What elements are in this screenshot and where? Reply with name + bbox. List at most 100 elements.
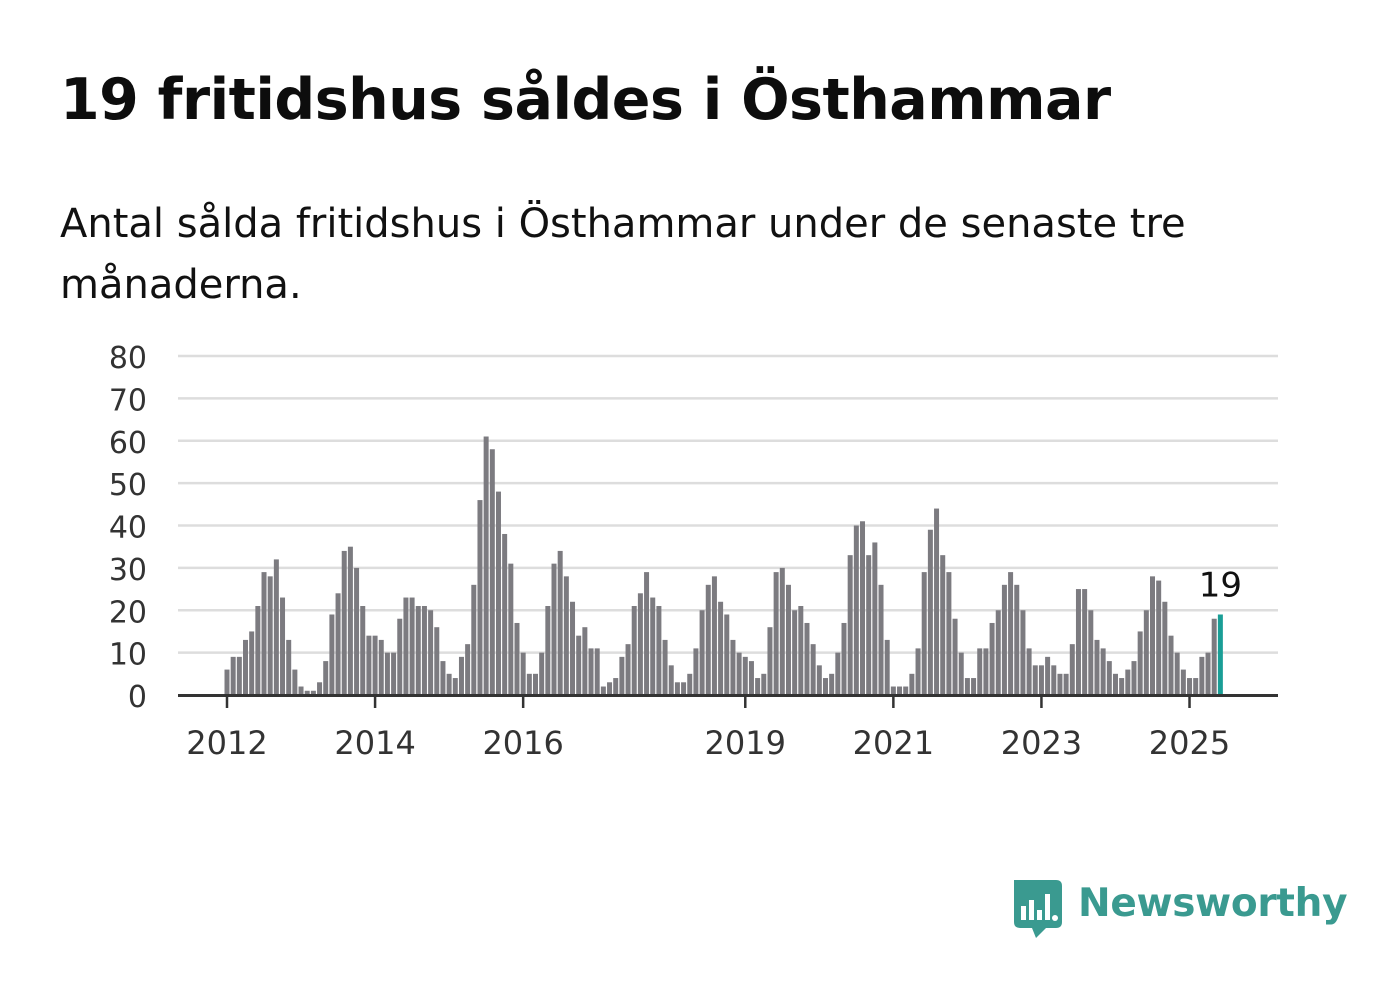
bar	[909, 673, 915, 695]
bar	[718, 601, 724, 695]
y-tick-label: 50	[109, 468, 147, 503]
bar	[958, 652, 964, 696]
bar	[415, 606, 421, 695]
bar	[446, 673, 452, 695]
chart-title: 19 fritidshus såldes i Östhammar	[60, 67, 1111, 133]
bar	[662, 639, 668, 695]
bar	[835, 652, 841, 696]
bar	[514, 622, 520, 695]
bar	[946, 572, 952, 695]
bar	[631, 606, 637, 695]
bar	[243, 639, 249, 695]
bar	[520, 652, 526, 696]
bar	[755, 678, 761, 695]
bar	[317, 682, 323, 695]
bar	[1193, 678, 1199, 695]
bar	[761, 673, 767, 695]
bar	[298, 686, 304, 695]
bar	[847, 555, 853, 695]
bar	[428, 610, 434, 695]
bar	[452, 678, 458, 695]
bar	[539, 652, 545, 696]
bar	[637, 593, 643, 695]
bar	[866, 555, 872, 695]
bars	[224, 436, 1223, 696]
bar	[1119, 678, 1125, 695]
bar	[897, 686, 903, 695]
bar	[1082, 589, 1088, 695]
bar	[989, 622, 995, 695]
bar	[391, 652, 397, 696]
bar	[656, 606, 662, 695]
bar	[1168, 635, 1174, 695]
bar	[995, 610, 1001, 695]
bar	[1069, 644, 1075, 695]
bar	[594, 648, 600, 695]
x-tick-label: 2021	[853, 724, 934, 762]
bar	[1106, 661, 1112, 695]
bar	[1014, 584, 1020, 695]
bar	[964, 678, 970, 695]
bar	[570, 601, 576, 695]
bar	[557, 550, 563, 695]
bar	[748, 661, 754, 695]
bar	[687, 673, 693, 695]
bar	[878, 584, 884, 695]
bar	[224, 669, 230, 695]
bar	[495, 491, 501, 695]
bar	[853, 525, 859, 695]
bar	[915, 648, 921, 695]
chart-subtitle: Antal sålda fritidshus i Östhammar under…	[60, 201, 1186, 308]
bar	[785, 584, 791, 695]
bar	[872, 542, 878, 695]
bar	[267, 576, 273, 695]
bar	[804, 622, 810, 695]
bar	[292, 669, 298, 695]
y-tick-label: 30	[109, 553, 147, 588]
bar	[810, 644, 816, 695]
bar	[860, 521, 866, 695]
bar	[1125, 669, 1131, 695]
bar	[1008, 572, 1014, 695]
bar	[1020, 610, 1026, 695]
y-tick-label: 10	[109, 638, 147, 673]
bar	[582, 627, 588, 695]
bar	[471, 584, 477, 695]
bar	[1075, 589, 1081, 695]
y-tick-label: 60	[109, 426, 147, 461]
bar	[693, 648, 699, 695]
bar	[619, 656, 625, 695]
bar	[1150, 576, 1155, 695]
bar	[323, 661, 329, 695]
bar	[545, 606, 551, 695]
bar	[1045, 656, 1051, 695]
last-value-label: 19	[1199, 565, 1242, 605]
bar	[822, 678, 828, 695]
bar	[403, 597, 409, 695]
bar	[613, 678, 619, 695]
x-tick-label: 2025	[1149, 724, 1230, 762]
bar	[724, 614, 730, 695]
bar	[742, 656, 748, 695]
bar	[767, 627, 773, 695]
bar	[971, 678, 977, 695]
bar	[1143, 610, 1149, 695]
x-tick-label: 2012	[186, 724, 267, 762]
bar	[397, 618, 403, 695]
y-tick-label: 80	[109, 341, 147, 376]
bar	[736, 652, 742, 696]
bar	[1094, 639, 1100, 695]
bar	[1131, 661, 1137, 695]
bar	[477, 500, 483, 695]
bar	[644, 572, 650, 695]
bar	[1088, 610, 1094, 695]
bar	[1162, 601, 1168, 695]
bar	[286, 639, 292, 695]
bar	[502, 533, 508, 695]
bar	[1156, 580, 1162, 695]
bar	[366, 635, 372, 695]
bar	[903, 686, 909, 695]
bar	[483, 436, 489, 695]
bar	[798, 606, 804, 695]
